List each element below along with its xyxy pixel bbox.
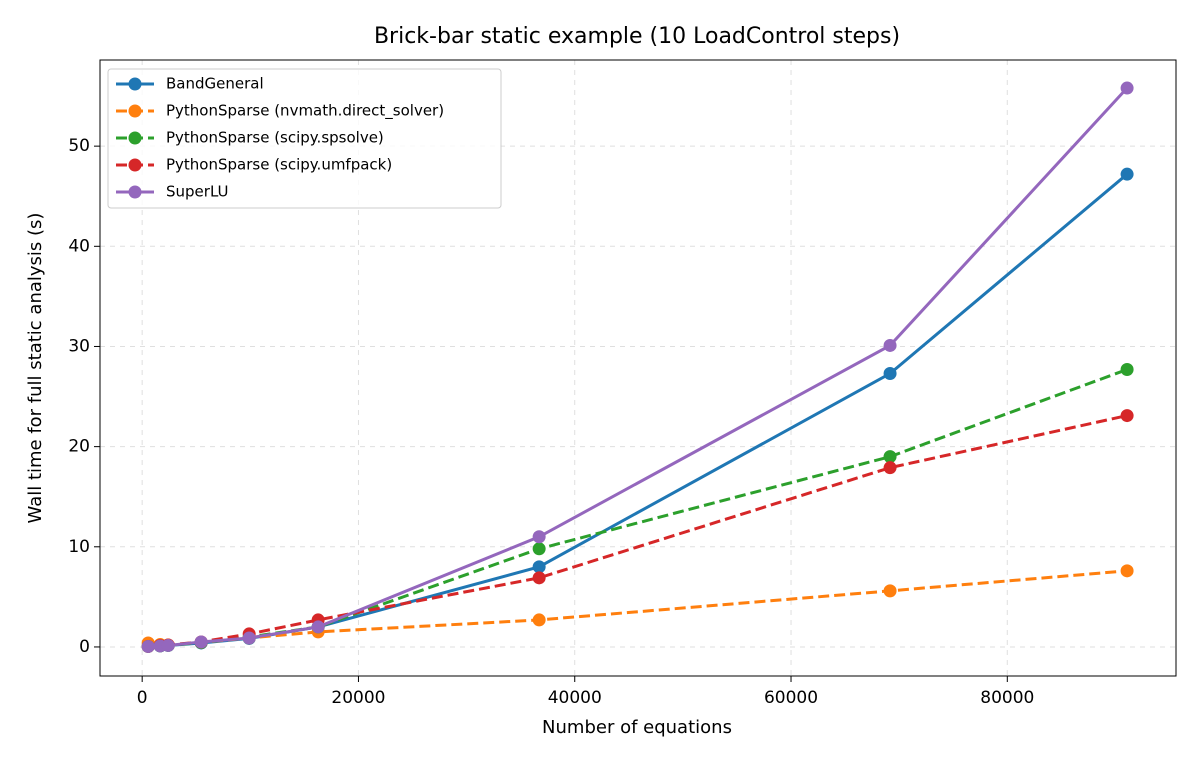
legend-label: PythonSparse (scipy.spsolve) xyxy=(166,129,384,147)
x-tick-label: 0 xyxy=(137,688,148,708)
data-point xyxy=(1120,81,1134,95)
legend-marker xyxy=(128,104,142,118)
y-tick-label: 30 xyxy=(68,336,90,356)
y-tick-label: 10 xyxy=(68,537,90,557)
y-axis-label: Wall time for full static analysis (s) xyxy=(25,213,46,524)
data-point xyxy=(532,613,546,627)
y-tick-label: 40 xyxy=(68,236,90,256)
x-tick-label: 20000 xyxy=(331,688,385,708)
data-point xyxy=(1120,167,1134,181)
data-point xyxy=(883,461,897,475)
legend-label: SuperLU xyxy=(166,183,229,201)
legend-marker xyxy=(128,158,142,172)
data-point xyxy=(883,584,897,598)
legend-marker xyxy=(128,77,142,91)
x-tick-label: 60000 xyxy=(764,688,818,708)
data-point xyxy=(161,638,175,652)
x-axis-label: Number of equations xyxy=(542,717,732,738)
y-tick-label: 50 xyxy=(68,136,90,156)
legend-label: PythonSparse (nvmath.direct_solver) xyxy=(166,102,444,121)
legend-marker xyxy=(128,185,142,199)
legend-marker xyxy=(128,131,142,145)
legend-label: PythonSparse (scipy.umfpack) xyxy=(166,156,392,174)
data-point xyxy=(532,571,546,585)
data-point xyxy=(194,635,208,649)
x-tick-label: 40000 xyxy=(548,688,602,708)
data-point xyxy=(1120,363,1134,377)
data-point xyxy=(883,338,897,352)
data-point xyxy=(1120,409,1134,423)
series-line xyxy=(148,173,1129,648)
x-tick-label: 80000 xyxy=(980,688,1034,708)
y-tick-label: 20 xyxy=(68,437,90,457)
legend-box xyxy=(107,68,502,209)
data-point xyxy=(141,639,155,653)
plot-frame xyxy=(99,59,1177,677)
chart-title: Brick-bar static example (10 LoadControl… xyxy=(374,24,900,49)
data-point xyxy=(883,367,897,381)
data-point xyxy=(242,631,256,645)
series-line xyxy=(147,569,1128,647)
y-tick-label: 0 xyxy=(79,637,90,657)
data-point xyxy=(532,530,546,544)
series-line xyxy=(148,368,1128,648)
data-point xyxy=(532,560,546,574)
data-point xyxy=(311,620,325,634)
data-point xyxy=(532,542,546,556)
data-point xyxy=(1120,564,1134,578)
legend-label: BandGeneral xyxy=(166,75,264,93)
data-point xyxy=(883,450,897,464)
